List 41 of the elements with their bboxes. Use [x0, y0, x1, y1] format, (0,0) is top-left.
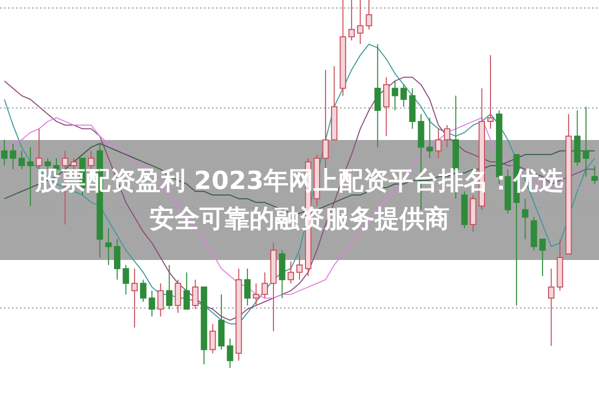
candlestick	[114, 238, 120, 280]
candlestick	[322, 69, 329, 170]
candlestick	[374, 44, 381, 148]
candlestick	[105, 228, 112, 266]
candlestick	[122, 264, 130, 295]
candlestick	[522, 198, 528, 240]
candlestick	[27, 146, 34, 207]
candlestick	[209, 323, 216, 354]
candlestick	[348, 0, 355, 41]
candlestick	[174, 279, 182, 314]
candlestick	[244, 268, 251, 306]
candlestick	[262, 272, 268, 299]
candlestick	[591, 165, 598, 184]
candlestick	[131, 268, 138, 328]
candlestick	[383, 76, 390, 137]
candlestick	[296, 253, 303, 280]
candlestick	[426, 117, 433, 159]
candlestick	[18, 150, 25, 170]
candlestick	[183, 272, 190, 310]
candlestick	[36, 128, 42, 170]
candlestick	[392, 80, 398, 111]
candlestick	[400, 84, 407, 108]
candlestick	[357, 0, 364, 45]
candlestick	[582, 106, 590, 178]
candlestick	[192, 279, 199, 310]
candlestick	[140, 279, 146, 302]
candlestick	[252, 282, 260, 306]
candlestick	[366, 0, 372, 30]
candlestick	[148, 290, 156, 317]
candlestick	[444, 124, 450, 148]
candlestick	[539, 238, 546, 276]
candlestick	[1, 139, 8, 166]
candlestick	[288, 260, 294, 284]
candlestick	[435, 128, 442, 159]
candlestick	[226, 338, 234, 368]
candlestick	[10, 143, 16, 170]
candlestick	[487, 54, 494, 130]
candlestick	[548, 268, 554, 346]
candlestick	[166, 264, 172, 310]
candlestick	[157, 282, 164, 317]
candlestick	[88, 150, 94, 170]
